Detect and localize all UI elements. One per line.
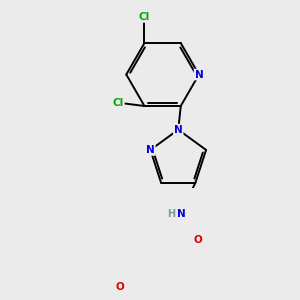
Text: Cl: Cl <box>139 12 150 22</box>
Text: N: N <box>146 145 155 155</box>
Text: O: O <box>115 282 124 292</box>
Text: N: N <box>174 125 183 135</box>
Text: N: N <box>195 70 203 80</box>
Text: N: N <box>177 209 186 219</box>
Text: H: H <box>167 209 175 219</box>
Text: Cl: Cl <box>112 98 124 109</box>
Text: O: O <box>194 235 202 245</box>
